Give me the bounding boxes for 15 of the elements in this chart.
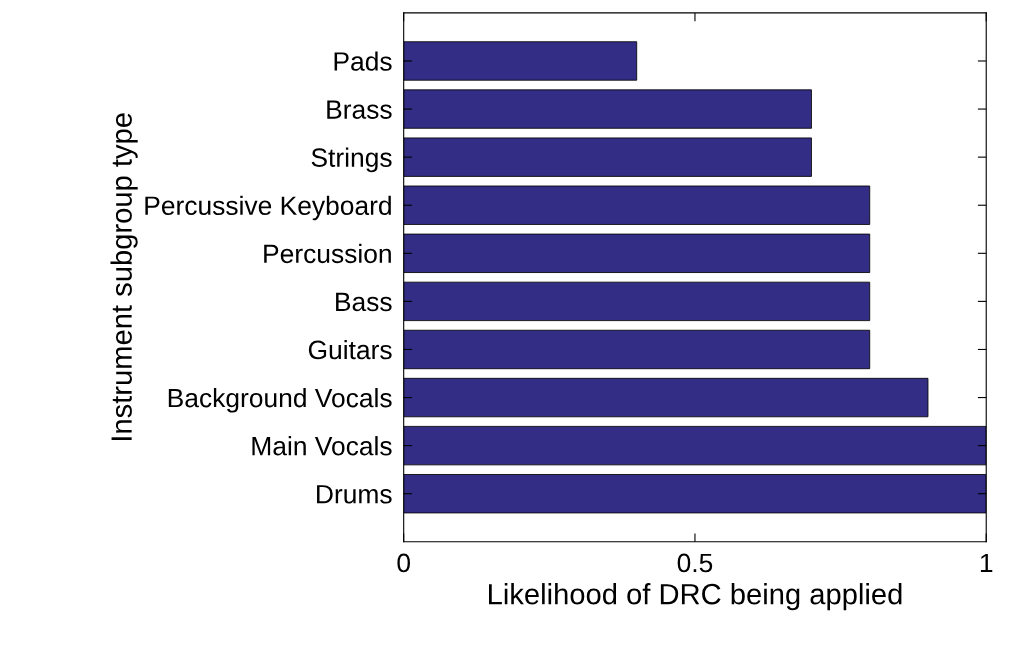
y-tick-label: Brass: [327, 100, 392, 119]
x-tick-label: 0.5: [677, 553, 713, 573]
y-tick-label: Drums: [317, 485, 392, 504]
y-tick-label: Strings: [311, 147, 392, 173]
y-tick-label: Bass: [336, 292, 392, 312]
y-axis-title: Instrument subgroup type: [110, 113, 138, 441]
y-tick-label: Guitars: [308, 339, 392, 360]
y-tick-label: Background Vocals: [168, 387, 392, 413]
y-tick-label: Percussion: [264, 243, 391, 264]
y-tick-label: Main Vocals: [252, 436, 392, 456]
x-axis-title: Likelihood of DRC being applied: [489, 583, 902, 611]
x-tick-label: 0: [397, 553, 410, 573]
x-tick-label: 1: [980, 553, 993, 573]
y-tick-label: Pads: [334, 51, 392, 71]
y-tick-label: Percussive Keyboard: [145, 195, 391, 221]
